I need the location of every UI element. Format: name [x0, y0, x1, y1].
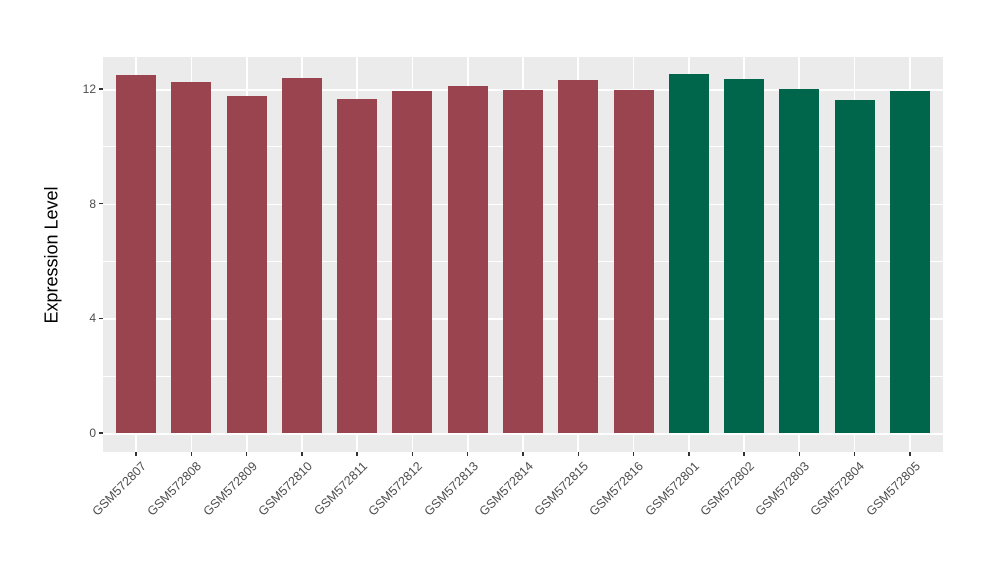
y-tick-label-0: 0 [89, 426, 96, 440]
x-tick-label-GSM572802: GSM572802 [697, 459, 757, 519]
x-tick-mark-GSM572803 [798, 452, 801, 456]
x-tick-label-GSM572814: GSM572814 [476, 459, 536, 519]
bar-GSM572807 [116, 74, 157, 433]
x-tick-mark-GSM572804 [853, 452, 856, 456]
bar-GSM572811 [337, 98, 378, 433]
x-tick-mark-GSM572808 [190, 452, 193, 456]
x-tick-mark-GSM572810 [301, 452, 303, 456]
y-tick-mark-12 [99, 88, 103, 90]
x-tick-mark-GSM572811 [356, 452, 358, 456]
y-tick-mark-4 [99, 317, 103, 320]
x-tick-label-GSM572815: GSM572815 [531, 459, 592, 519]
x-tick-label-GSM572803: GSM572803 [752, 459, 813, 519]
bar-GSM572812 [392, 90, 433, 433]
bar-GSM572804 [834, 99, 875, 433]
y-tick-label-4: 4 [89, 311, 96, 326]
x-tick-mark-GSM572816 [632, 452, 635, 456]
x-tick-label-GSM572811: GSM572811 [311, 459, 371, 518]
bar-GSM572815 [558, 80, 599, 433]
bar-GSM572809 [226, 96, 267, 433]
x-tick-mark-GSM572801 [688, 452, 690, 456]
bar-GSM572808 [171, 81, 212, 433]
y-tick-label-8: 8 [89, 196, 96, 211]
x-tick-label-GSM572804: GSM572804 [807, 459, 868, 519]
x-tick-label-GSM572805: GSM572805 [863, 459, 923, 519]
x-tick-mark-GSM572814 [522, 452, 524, 456]
bar-GSM572801 [668, 74, 709, 433]
x-tick-mark-GSM572813 [466, 452, 469, 456]
x-tick-mark-GSM572809 [245, 452, 248, 456]
y-tick-mark-8 [99, 202, 103, 205]
y-tick-label-12: 12 [82, 81, 96, 96]
x-tick-label-GSM572809: GSM572809 [200, 459, 260, 519]
y-tick-mark-0 [99, 432, 103, 434]
x-tick-label-GSM572812: GSM572812 [365, 459, 426, 519]
bar-GSM572802 [724, 79, 765, 433]
x-tick-mark-GSM572807 [135, 452, 137, 456]
bar-GSM572816 [613, 90, 654, 433]
x-tick-mark-GSM572812 [411, 452, 414, 456]
x-tick-label-GSM572810: GSM572810 [255, 459, 315, 519]
bar-GSM572810 [281, 78, 322, 433]
bar-GSM572805 [889, 90, 930, 433]
x-tick-mark-GSM572802 [743, 452, 745, 456]
x-tick-label-GSM572816: GSM572816 [586, 459, 647, 519]
x-tick-label-GSM572808: GSM572808 [144, 459, 205, 519]
x-tick-mark-GSM572805 [909, 452, 911, 456]
bar-GSM572813 [447, 85, 488, 433]
x-tick-label-GSM572813: GSM572813 [421, 459, 481, 519]
bar-GSM572814 [503, 89, 543, 433]
x-tick-mark-GSM572815 [577, 452, 579, 456]
x-tick-label-GSM572801: GSM572801 [642, 459, 702, 519]
x-tick-label-GSM572807: GSM572807 [89, 459, 150, 519]
plot-panel [103, 57, 943, 452]
bar-GSM572803 [779, 88, 820, 433]
